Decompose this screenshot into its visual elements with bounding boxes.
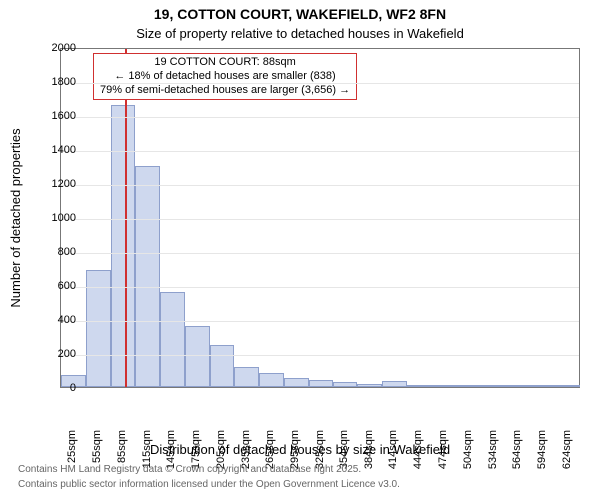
gridline [61,219,579,220]
x-tick-label: 534sqm [487,430,499,490]
gridline [61,253,579,254]
histogram-bar [531,385,556,387]
histogram-bar [555,385,580,387]
x-tick-label: 624sqm [561,430,573,490]
gridline [61,185,579,186]
gridline [61,321,579,322]
y-tick-label: 1400 [26,144,76,156]
y-tick-label: 1800 [26,76,76,88]
annotation-line2: ← 18% of detached houses are smaller (83… [100,70,350,84]
y-tick-label: 2000 [26,42,76,54]
footer-line1: Contains HM Land Registry data © Crown c… [18,464,361,475]
x-tick-label: 564sqm [511,430,523,490]
histogram-bar [333,382,358,387]
histogram-bar [135,166,160,387]
gridline [61,117,579,118]
y-tick-label: 800 [26,246,76,258]
x-axis-label: Distribution of detached houses by size … [0,442,600,457]
y-axis-label: Number of detached properties [8,48,23,388]
x-tick-label: 444sqm [412,430,424,490]
gridline [61,83,579,84]
x-tick-label: 504sqm [462,430,474,490]
histogram-bar [284,378,309,387]
histogram-bar [259,373,284,387]
y-tick-label: 200 [26,348,76,360]
plot-area: 19 COTTON COURT: 88sqm ← 18% of detached… [60,48,580,388]
chart-container: 19, COTTON COURT, WAKEFIELD, WF2 8FN Siz… [0,0,600,500]
y-tick-label: 400 [26,314,76,326]
y-tick-label: 1000 [26,212,76,224]
histogram-bar [407,385,432,387]
histogram-bar [456,385,481,387]
y-tick-label: 600 [26,280,76,292]
histogram-bar [506,385,531,387]
y-tick-label: 0 [26,382,76,394]
histogram-bar [382,381,407,387]
gridline [61,355,579,356]
histogram-bar [185,326,210,387]
x-tick-label: 474sqm [437,430,449,490]
y-tick-label: 1200 [26,178,76,190]
histogram-bar [309,380,334,387]
annotation-line1: 19 COTTON COURT: 88sqm [100,56,350,70]
y-tick-label: 1600 [26,110,76,122]
chart-subtitle: Size of property relative to detached ho… [0,26,600,41]
histogram-bar [432,385,457,387]
histogram-bar [357,384,382,387]
x-tick-label: 594sqm [536,430,548,490]
histogram-bar [481,385,506,387]
annotation-line3: 79% of semi-detached houses are larger (… [100,84,350,98]
histogram-bar [210,345,235,388]
annotation-box: 19 COTTON COURT: 88sqm ← 18% of detached… [93,53,357,100]
chart-title: 19, COTTON COURT, WAKEFIELD, WF2 8FN [0,6,600,22]
gridline [61,151,579,152]
gridline [61,287,579,288]
histogram-bar [160,292,185,387]
footer-line2: Contains public sector information licen… [18,479,400,490]
histogram-bar [111,105,136,387]
histogram-bar [234,367,259,387]
